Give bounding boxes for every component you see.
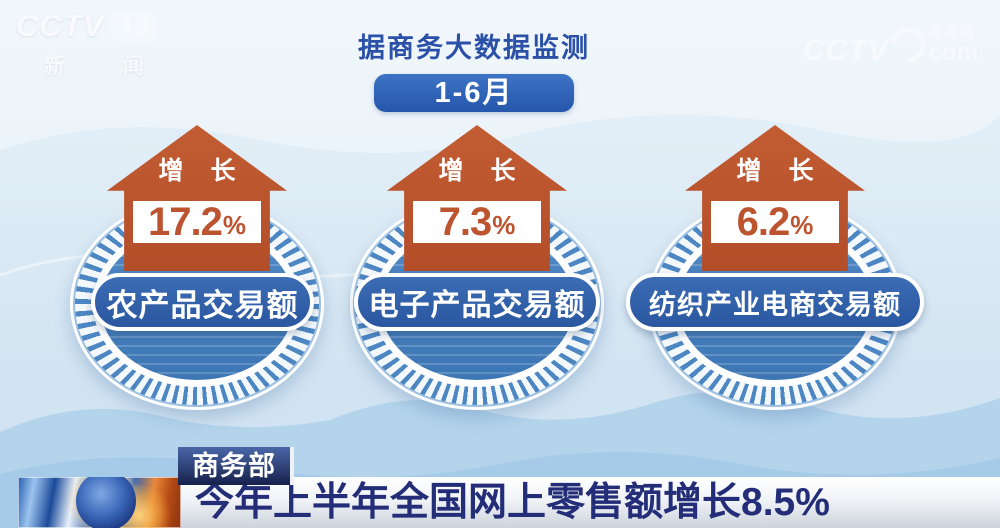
percentage-value: 7.3 xyxy=(438,199,493,244)
headline-text: 今年上半年全国网上零售额增长8.5% xyxy=(195,481,830,524)
source-tag: 商务部 xyxy=(178,447,294,485)
watermark-domain: com xyxy=(928,39,979,66)
cctv-com-watermark: CCTV 央视网 com xyxy=(803,21,979,69)
channel-name-label: 新 闻 xyxy=(44,55,170,78)
trend-label: 增 长 xyxy=(438,157,526,185)
growth-arrow-icon: 增 长 6.2 % xyxy=(685,125,865,271)
stat-medallion: 增 长 6.2 % 纺织产业电商交易额 xyxy=(626,123,924,417)
category-pill: 电子产品交易额 xyxy=(354,273,600,331)
channel-bug: CCTV 13 新 闻 xyxy=(16,8,170,80)
percentage-box: 7.3 % xyxy=(413,199,541,244)
headline-band: 今年上半年全国网上零售额增长8.5% xyxy=(181,477,1000,528)
period-badge: 1-6月 xyxy=(374,74,574,112)
growth-arrow-icon: 增 长 17.2 % xyxy=(107,125,287,271)
percentage-value: 17.2 xyxy=(148,199,223,244)
trend-label: 增 长 xyxy=(736,157,824,185)
stat-medallion: 增 长 17.2 % 农产品交易额 xyxy=(70,123,324,417)
watermark-cctv-text: CCTV xyxy=(803,34,889,67)
cctv-logo: CCTV xyxy=(16,8,105,43)
percentage-value: 6.2 xyxy=(736,199,791,244)
growth-arrow-icon: 增 长 7.3 % xyxy=(387,125,567,271)
globe-icon xyxy=(76,477,136,528)
watermark-site-name: 央视网 xyxy=(928,25,977,40)
trend-label: 增 长 xyxy=(158,157,246,185)
percentage-unit: % xyxy=(222,209,246,240)
news-thumbnail xyxy=(18,477,181,528)
category-pill: 农产品交易额 xyxy=(91,273,314,331)
percentage-unit: % xyxy=(492,209,516,240)
percentage-box: 6.2 % xyxy=(711,199,839,244)
percentage-box: 17.2 % xyxy=(133,199,261,244)
channel-number-badge: 13 xyxy=(111,10,158,42)
percentage-unit: % xyxy=(790,209,814,240)
infographic-header: 据商务大数据监测 1-6月 xyxy=(314,26,634,112)
swoosh-icon xyxy=(883,21,932,69)
category-pill: 纺织产业电商交易额 xyxy=(626,273,924,331)
stat-medallion: 增 长 7.3 % 电子产品交易额 xyxy=(350,123,604,417)
data-source-note: 据商务大数据监测 xyxy=(358,33,590,63)
